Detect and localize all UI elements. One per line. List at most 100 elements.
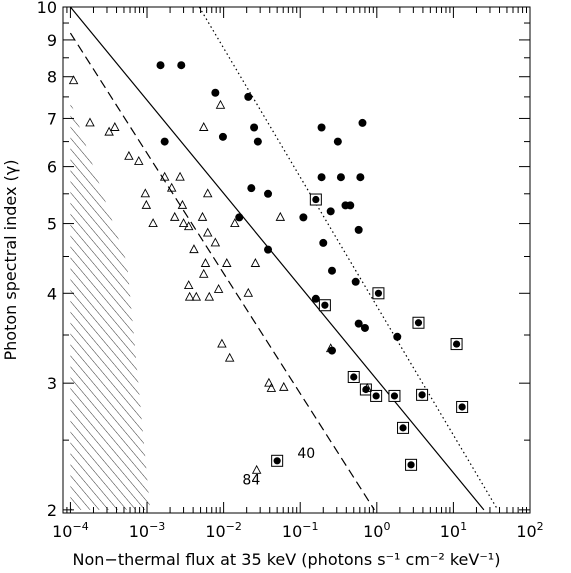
filled-circle-point [346, 201, 355, 210]
open-triangle-point [184, 291, 195, 301]
filled-circle-point [218, 132, 227, 141]
y-tick-label: 2 [47, 501, 57, 520]
filled-circle-point [311, 294, 320, 303]
point-dot [414, 319, 423, 327]
filled-circle-point [358, 118, 367, 127]
filled-circle-point [327, 346, 336, 355]
x-tick-label: 100 [363, 520, 390, 541]
x-tick-exponent: 0 [383, 520, 390, 533]
point-annotation: 84 [242, 472, 260, 488]
x-tick-label: 10−4 [52, 520, 89, 541]
boxed-circle-point [370, 389, 383, 402]
open-triangle-point [148, 218, 158, 228]
filled-circle-point [319, 238, 328, 247]
point-dot [407, 461, 415, 469]
open-triangle-point [183, 280, 194, 290]
x-tick-base: 10 [440, 522, 460, 541]
filled-circle-point [360, 323, 369, 332]
open-triangle-point [202, 188, 213, 198]
open-triangle-point [140, 188, 151, 198]
x-tick-label: 10−1 [282, 520, 319, 541]
open-triangle-point [222, 258, 232, 267]
x-tick-base: 10 [282, 522, 302, 541]
open-triangle-point [213, 283, 224, 293]
open-triangle-point [202, 227, 213, 237]
x-tick-label: 10−2 [205, 520, 242, 541]
open-triangle-point [243, 287, 254, 297]
point-dot [399, 424, 407, 432]
filled-circle-point [244, 92, 253, 101]
open-triangle-point [198, 122, 209, 131]
hatched-region [70, 101, 151, 510]
open-triangle-point [159, 171, 170, 181]
hatched-region-group [70, 101, 151, 510]
x-tick-exponent: 1 [460, 520, 467, 533]
point-dot [372, 392, 380, 400]
filled-circle-point [160, 137, 169, 146]
filled-circle-point [235, 213, 244, 222]
filled-circle-point [253, 137, 262, 146]
point-dot [321, 301, 329, 309]
open-triangle-point [230, 218, 240, 228]
open-triangle-point [169, 211, 180, 221]
y-axis-label: Photon spectral index (γ) [1, 160, 20, 361]
boxed-circle-point [388, 389, 401, 402]
boxed-circle-point [412, 316, 425, 329]
open-triangle-point [177, 199, 188, 209]
boxed-circle-point [456, 400, 469, 413]
filled-circle-point [327, 266, 336, 275]
filled-circle-point [326, 207, 335, 216]
filled-circle-point [250, 123, 259, 132]
boxed-circle-point [416, 388, 429, 401]
x-tick-base: 10 [205, 522, 225, 541]
open-triangle-point [110, 122, 120, 131]
filled-circle-point [264, 245, 273, 254]
point-annotation: 40 [297, 446, 315, 462]
y-tick-label: 5 [47, 215, 57, 234]
open-triangle-point [134, 155, 144, 165]
open-triangle-point [141, 199, 152, 209]
open-triangle-point [68, 75, 79, 85]
open-triangle-point [264, 377, 274, 387]
x-tick-exponent: −3 [149, 520, 165, 533]
filled-circle-point [393, 332, 402, 341]
open-triangle-point [200, 258, 211, 267]
open-triangle-point [325, 343, 336, 353]
boxed-circle-point [372, 287, 385, 300]
open-triangle-point [104, 126, 114, 136]
filled-circle-point [211, 88, 220, 97]
filled-circle-point [333, 137, 342, 146]
boxed-circle-point [347, 370, 360, 383]
open-triangle-point [189, 244, 199, 254]
y-tick-label: 3 [47, 374, 57, 393]
filled-circle-point [247, 184, 256, 193]
open-triangle-point [266, 382, 277, 392]
dotted-fit-line [198, 7, 499, 511]
open-triangle-point [178, 218, 189, 228]
boxed-circle-point [309, 193, 322, 206]
y-tick-label: 4 [47, 284, 57, 303]
x-tick-exponent: −2 [226, 520, 242, 533]
open-triangle-point [217, 338, 227, 348]
filled-circle-point [356, 173, 365, 182]
boxed-circle-point [450, 338, 463, 351]
open-triangle-point [275, 211, 286, 221]
annotations-group: 40 84 [242, 446, 315, 488]
open-triangle-point [250, 258, 261, 267]
filled-circle-point [156, 61, 165, 70]
solid-fit-line [69, 7, 485, 511]
dashed-fit-line [69, 32, 375, 511]
boxed-circle-point [397, 421, 410, 434]
point-dot [312, 195, 320, 204]
open-triangle-point [224, 352, 235, 362]
open-triangle-point [204, 291, 215, 301]
filled-circle-point [317, 123, 326, 132]
point-dot [390, 392, 399, 400]
point-dot [273, 457, 281, 465]
point-dot [452, 340, 461, 348]
y-tick-label: 8 [47, 68, 57, 87]
x-tick-label: 101 [440, 520, 467, 541]
open-triangle-point [175, 171, 185, 181]
open-triangle-point [251, 464, 262, 474]
